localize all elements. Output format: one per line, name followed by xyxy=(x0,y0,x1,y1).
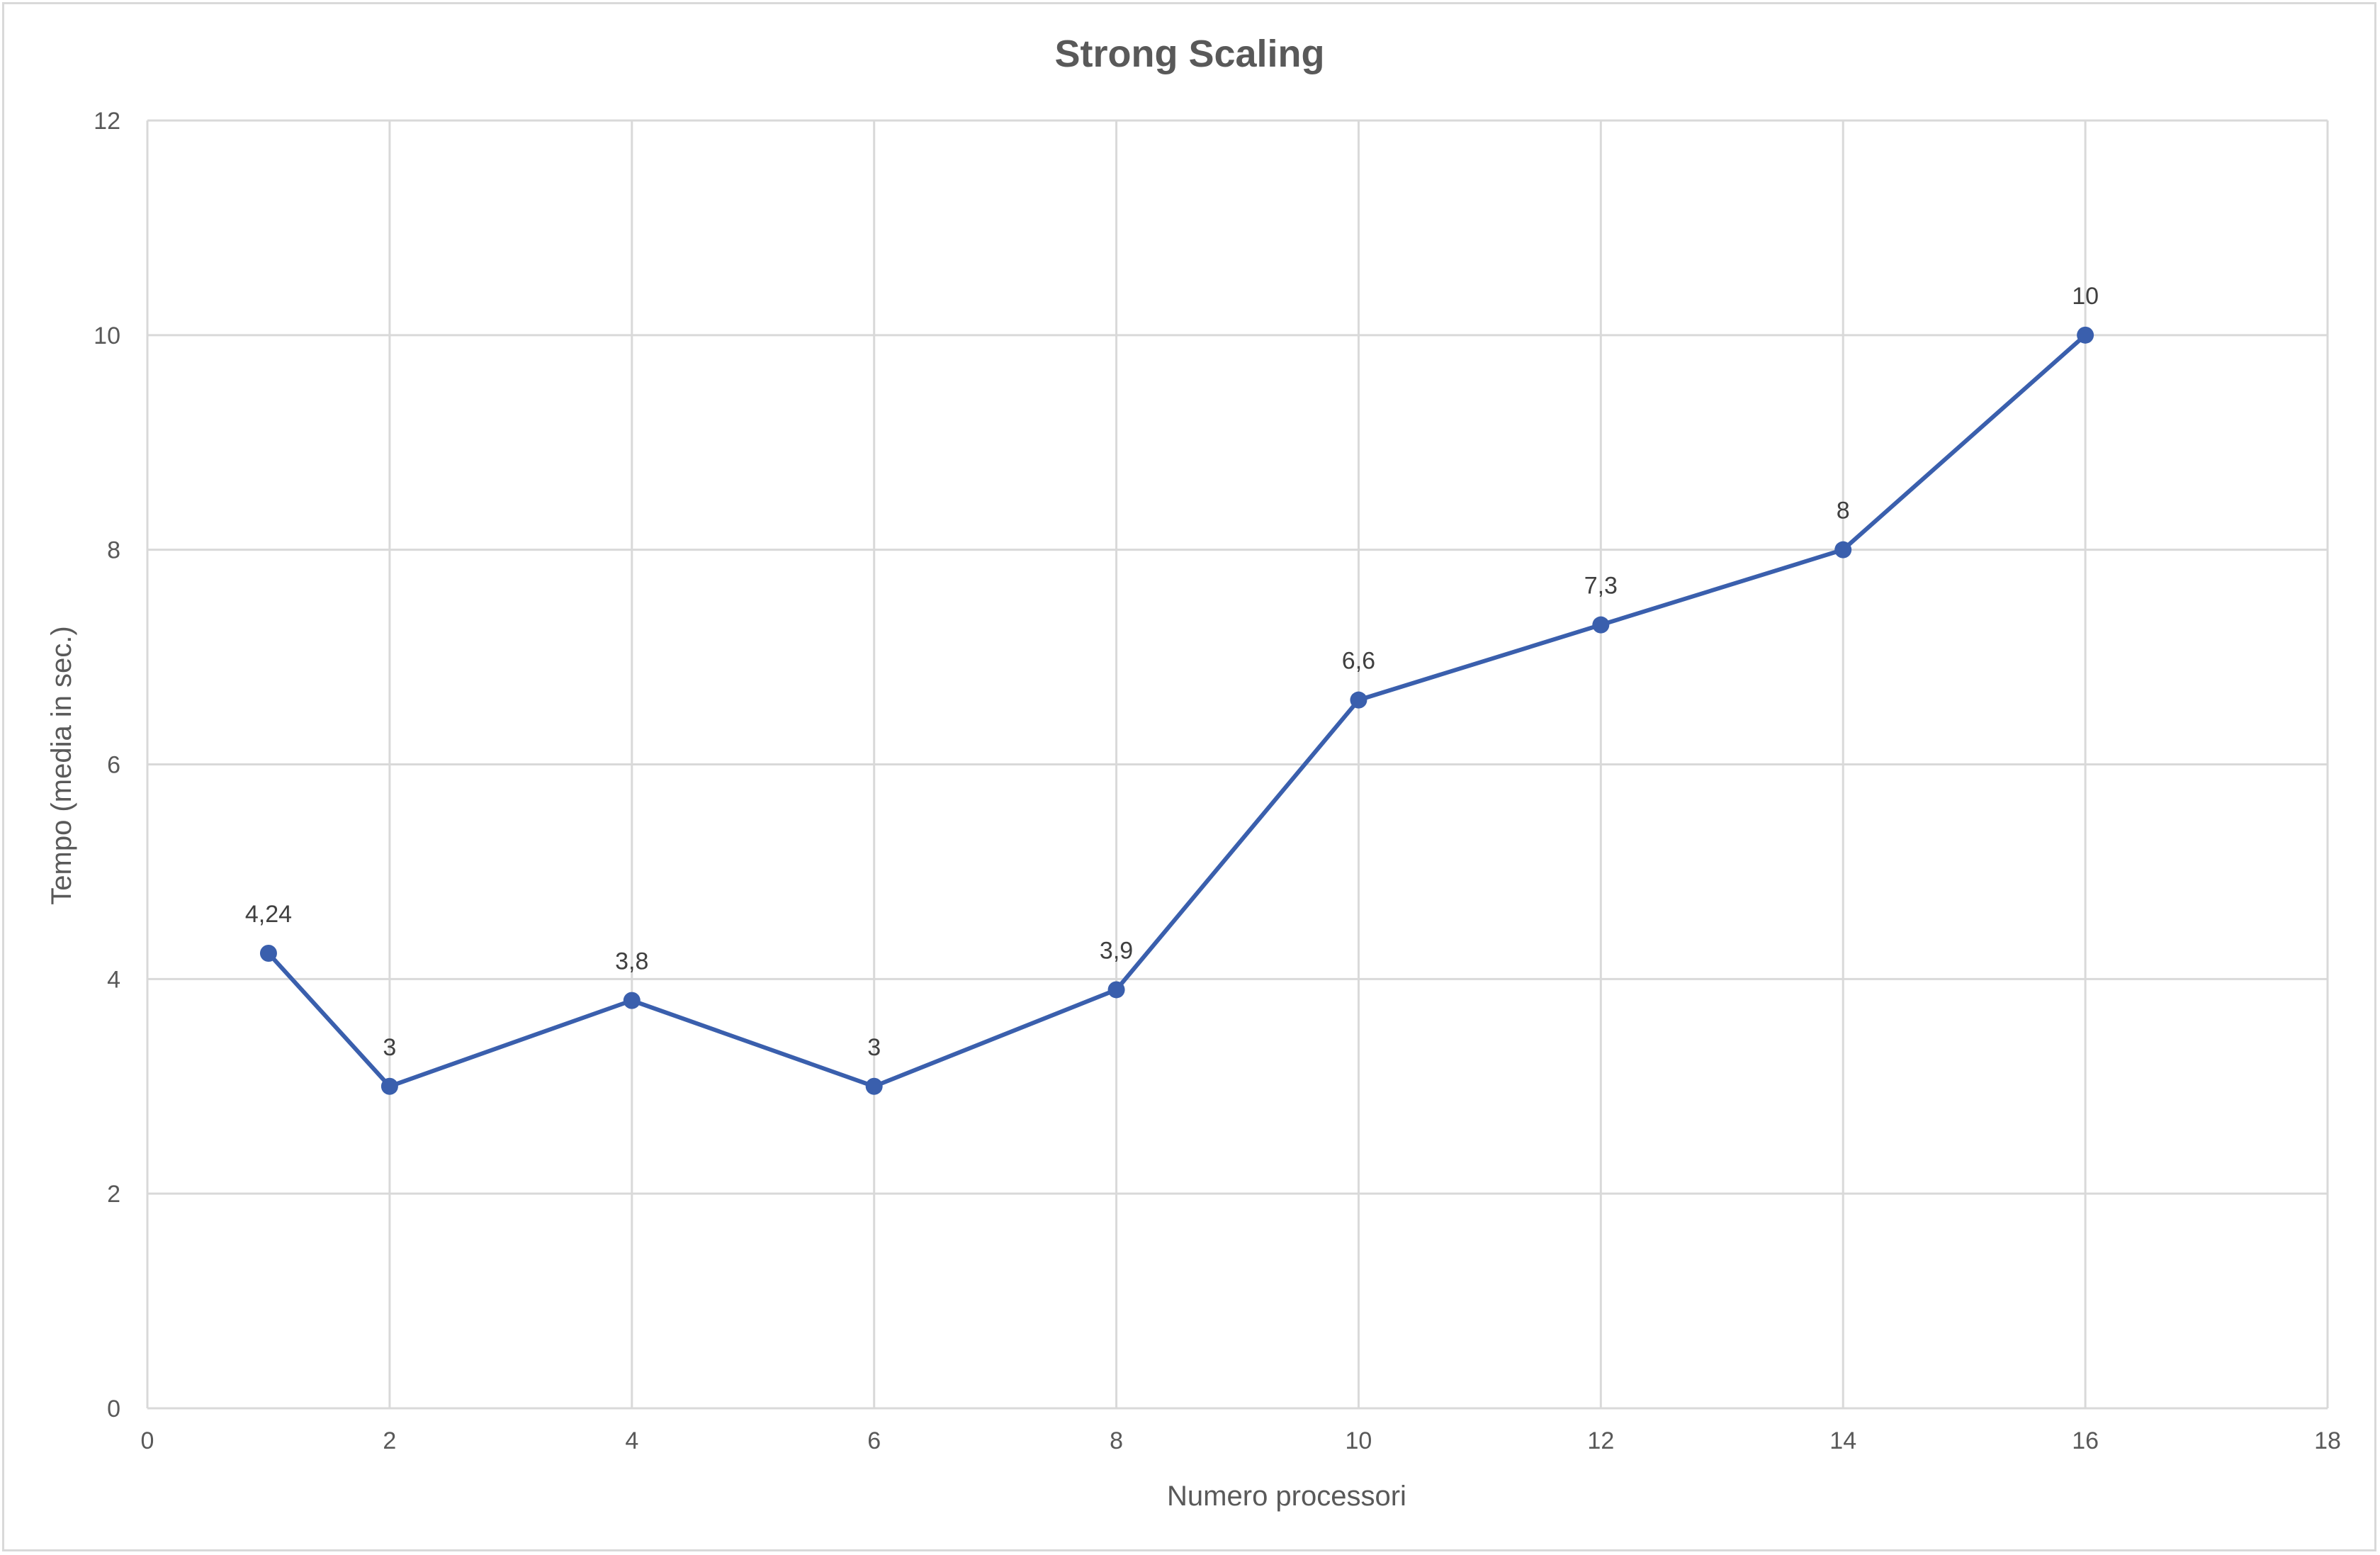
data-point xyxy=(623,992,641,1009)
data-point xyxy=(1107,981,1125,999)
y-tick-label: 0 xyxy=(107,1396,120,1422)
data-point xyxy=(2077,326,2094,344)
x-axis-ticks: 0 2 4 6 8 10 12 14 16 18 xyxy=(141,1427,2341,1454)
x-tick-label: 10 xyxy=(1346,1427,1372,1454)
data-point xyxy=(865,1077,883,1095)
y-tick-label: 6 xyxy=(107,752,120,779)
data-point xyxy=(380,1077,398,1095)
data-label: 7,3 xyxy=(1584,573,1618,600)
data-label: 8 xyxy=(1837,498,1850,524)
data-point xyxy=(1350,691,1367,709)
x-tick-label: 14 xyxy=(1829,1427,1856,1454)
x-tick-label: 18 xyxy=(2314,1427,2341,1454)
y-tick-label: 8 xyxy=(107,537,120,564)
x-tick-label: 4 xyxy=(625,1427,638,1454)
data-labels: 4,24 3 3,8 3 3,9 6,6 7,3 8 10 xyxy=(245,283,2099,1061)
data-label: 10 xyxy=(2072,283,2099,310)
x-tick-label: 16 xyxy=(2072,1427,2099,1454)
x-axis-label: Numero processori xyxy=(1167,1481,1406,1512)
data-point xyxy=(259,944,277,962)
data-label: 4,24 xyxy=(245,901,292,928)
data-label: 3 xyxy=(383,1034,396,1061)
y-tick-label: 10 xyxy=(94,322,120,349)
data-label: 3,8 xyxy=(615,948,648,975)
series-group xyxy=(259,326,2094,1095)
data-label: 6,6 xyxy=(1342,648,1375,675)
x-tick-label: 0 xyxy=(141,1427,154,1454)
y-tick-label: 12 xyxy=(94,108,120,135)
data-label: 3,9 xyxy=(1100,937,1133,964)
y-axis-label: Tempo (media in sec.) xyxy=(46,626,77,904)
y-tick-label: 2 xyxy=(107,1181,120,1208)
y-axis-ticks: 0 2 4 6 8 10 12 xyxy=(94,108,120,1422)
data-label: 3 xyxy=(867,1034,881,1061)
x-tick-label: 2 xyxy=(383,1427,396,1454)
data-point xyxy=(1592,616,1610,634)
gridlines xyxy=(146,119,2329,1410)
chart-title: Strong Scaling xyxy=(1054,33,1324,75)
data-point xyxy=(1834,541,1852,558)
x-tick-label: 6 xyxy=(867,1427,881,1454)
x-tick-label: 8 xyxy=(1110,1427,1123,1454)
x-tick-label: 12 xyxy=(1587,1427,1614,1454)
y-tick-label: 4 xyxy=(107,966,120,993)
series-line xyxy=(266,333,2087,1089)
